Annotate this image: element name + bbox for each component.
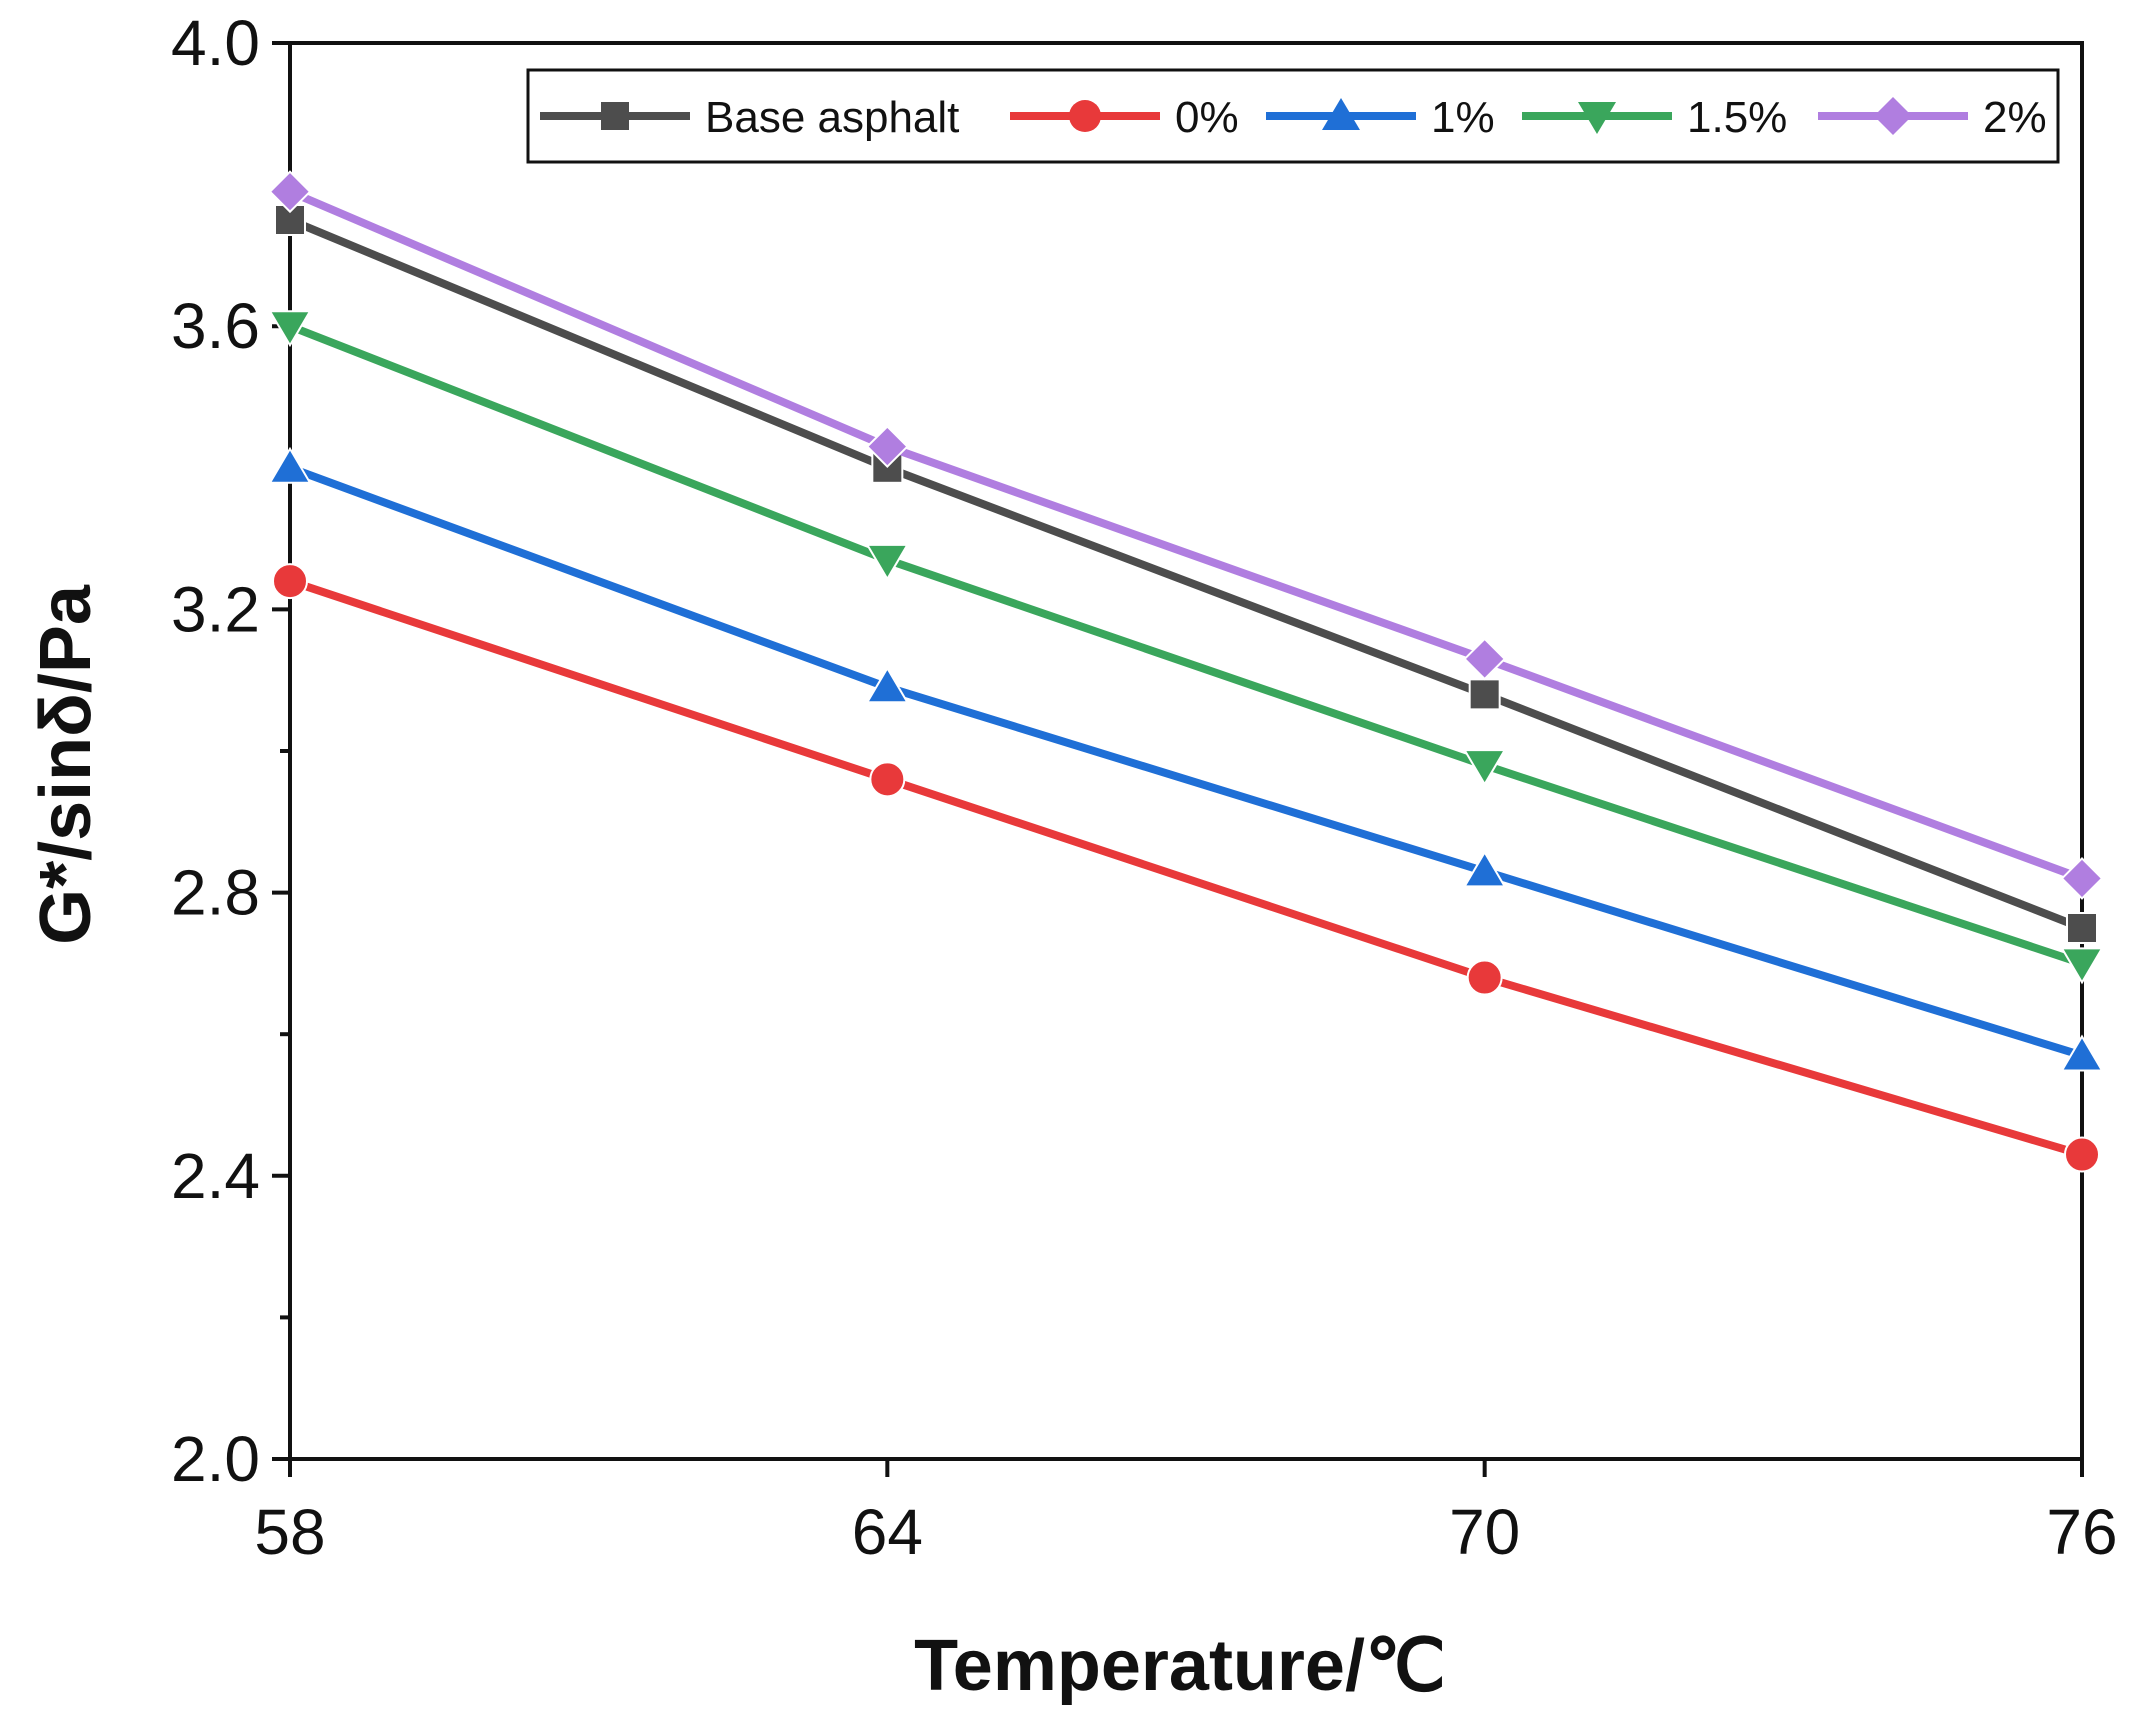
legend-entry: Base asphalt [540,93,959,142]
data-point [268,310,312,348]
y-tick-label: 3.6 [171,290,260,362]
data-point [2060,857,2104,900]
data-point [2064,1136,2100,1173]
legend-marker [1069,100,1101,132]
data-point [865,666,910,704]
legend-label: 1.5% [1687,93,1787,142]
x-tick-label: 76 [2046,1496,2117,1568]
legend-label: 0% [1175,93,1239,142]
x-tick-label: 70 [1449,1496,1520,1568]
legend-entry: 2% [1818,93,2047,142]
series-line [288,322,2084,968]
series-4 [268,170,2104,900]
x-axis-title: Temperature/℃ [914,1626,1446,1706]
data-point [268,446,312,484]
y-tick-label: 2.8 [171,857,260,929]
data-point [272,563,308,600]
data-point [2066,912,2098,944]
series-3 [268,310,2104,985]
series-line [288,188,2084,883]
series-line [288,216,2084,932]
legend: Base asphalt 0% 1% 1.5% 2% [526,68,2060,164]
legend-label: Base asphalt [705,93,959,142]
y-tick-label: 4.0 [171,7,260,79]
data-point [2060,947,2104,985]
series-0 [274,204,2098,944]
series-layer [268,170,2104,1173]
chart-axes: 2.0 2.4 2.8 3.2 3.6 4.0 58 64 70 76 [171,7,2118,1568]
plot-frame [288,41,2084,1461]
legend-marker [1874,97,1912,135]
legend-marker [1578,102,1616,134]
data-point [2060,1034,2104,1072]
y-axis-title: G*/sinδ/Pa [26,584,106,945]
legend-entry: 0% [1010,93,1239,142]
y-tick-label: 2.4 [171,1140,260,1212]
data-point [865,543,910,581]
data-point [268,170,312,214]
data-point [1462,749,1507,787]
data-point [1468,678,1501,711]
data-point [865,425,909,468]
y-tick-label: 3.2 [171,573,260,645]
series-line [288,464,2084,1060]
x-tick-label: 64 [852,1496,923,1568]
legend-marker [1322,98,1360,130]
data-point [1463,637,1507,681]
legend-entry: 1.5% [1522,93,1787,142]
y-tick-label: 2.0 [171,1423,260,1495]
series-1 [272,563,2100,1173]
series-2 [268,446,2104,1072]
data-point [1466,959,1503,996]
legend-label: 1% [1431,93,1495,142]
data-point [869,761,906,798]
legend-label: 2% [1983,93,2047,142]
data-point [1462,850,1507,888]
legend-entry: 1% [1266,93,1495,142]
x-tick-label: 58 [254,1496,325,1568]
legend-marker [601,102,629,130]
series-line [288,577,2084,1159]
